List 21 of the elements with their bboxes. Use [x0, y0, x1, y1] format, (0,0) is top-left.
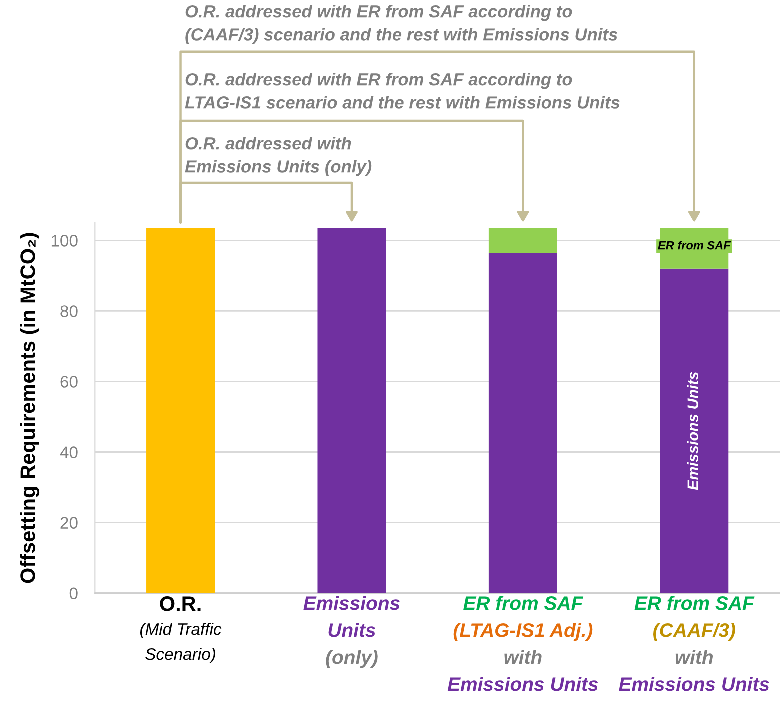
x-tick-label: O.R. (Mid Traffic Scenario) — [140, 596, 222, 664]
bar — [488, 228, 558, 253]
y-tick-label: 40 — [60, 446, 78, 458]
y-tick-label: 80 — [60, 306, 78, 318]
text: O.R. addressed with ER from SAF according to (CAAF/3) scenario and the rest with Emissions Units — [186, 5, 618, 44]
series-label: Emissions Units — [687, 372, 698, 490]
y-tick-label: 60 — [60, 376, 78, 388]
y-tick-label: 20 — [60, 517, 78, 529]
x-tick-label: ER from SAF (LTAG-IS1 Adj.) with Emissions Units — [448, 596, 598, 692]
y-tick-label: 0 — [70, 588, 78, 600]
text: O.R. addressed with ER from SAF according to LTAG-IS1 scenario and the rest with Emissions Units — [185, 73, 620, 109]
text: O.R. addressed with Emissions Units (only) — [185, 137, 372, 176]
x-tick-label: ER from SAF (CAAF/3) with Emissions Units — [619, 596, 770, 692]
x-tick-label: Emissions Units (only) — [304, 596, 400, 668]
bar — [146, 228, 216, 594]
bar — [660, 268, 729, 594]
bar — [318, 228, 386, 594]
y-axis-title: Offsetting Requirements (in MtCO₂) — [20, 233, 40, 584]
series-label: ER from SAF — [658, 241, 732, 250]
y-tick-label: 100 — [52, 235, 78, 247]
bar — [488, 252, 558, 594]
